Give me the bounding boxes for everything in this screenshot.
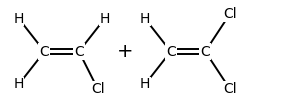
Text: H: H [140, 77, 150, 91]
Text: C: C [200, 44, 210, 59]
Text: Cl: Cl [223, 82, 236, 96]
Text: C: C [74, 44, 84, 59]
Text: H: H [140, 12, 150, 26]
Text: H: H [100, 12, 110, 26]
Text: H: H [13, 77, 24, 91]
Text: +: + [117, 42, 133, 61]
Text: C: C [166, 44, 176, 59]
Text: C: C [40, 44, 49, 59]
Text: H: H [13, 12, 24, 26]
Text: Cl: Cl [223, 7, 236, 21]
Text: Cl: Cl [91, 82, 104, 96]
